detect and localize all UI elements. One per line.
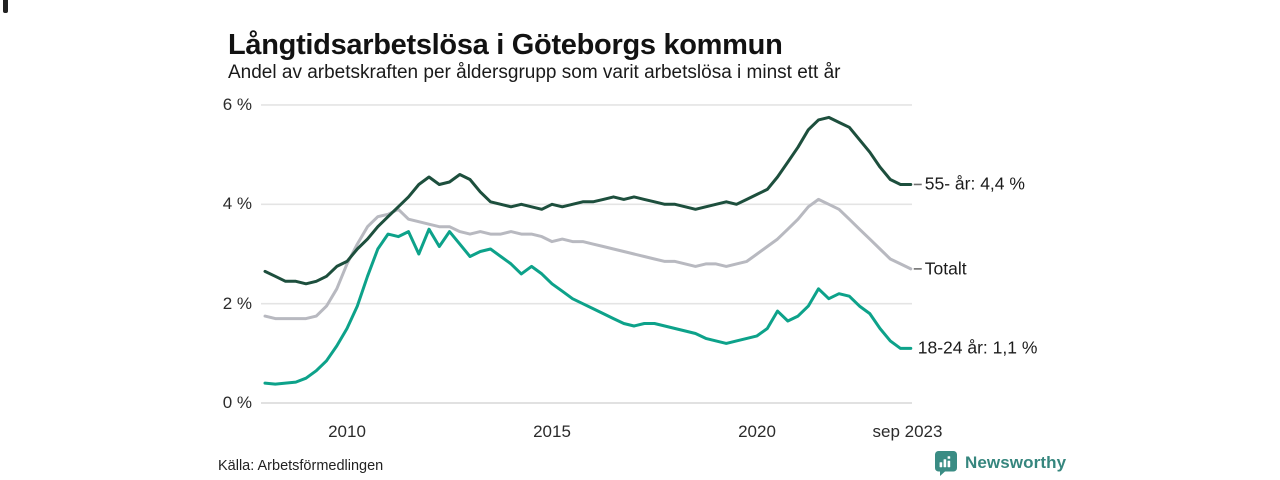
newsworthy-wordmark: Newsworthy — [965, 453, 1067, 472]
newsworthy-bubble-chart-icon — [934, 450, 958, 476]
series-label-55: 55- år: 4,4 % — [924, 173, 1025, 194]
y-tick-4: 4 % — [222, 194, 252, 214]
chart-title: Långtidsarbetslösa i Göteborgs kommun — [228, 29, 783, 62]
y-tick-0: 0 % — [222, 393, 252, 412]
x-tick-2020: 2020 — [738, 422, 776, 441]
x-tick-2010: 2010 — [328, 422, 366, 441]
newsworthy-logo: Newsworthy — [934, 450, 1066, 476]
x-tick-2015: 2015 — [533, 422, 571, 441]
y-tick-6: 6 % — [222, 94, 252, 114]
x-tick-sep-2023: sep 2023 — [872, 422, 943, 441]
chart-subtitle: Andel av arbetskraften per åldersgrupp s… — [228, 62, 841, 83]
y-tick-2: 2 % — [222, 293, 252, 313]
series-label-18-24: 18-24 år: 1,1 % — [917, 337, 1038, 358]
screenshot-corner-artifact — [3, 0, 8, 13]
source-note: Källa: Arbetsförmedlingen — [218, 458, 384, 474]
series-label-totalt: Totalt — [924, 258, 967, 279]
